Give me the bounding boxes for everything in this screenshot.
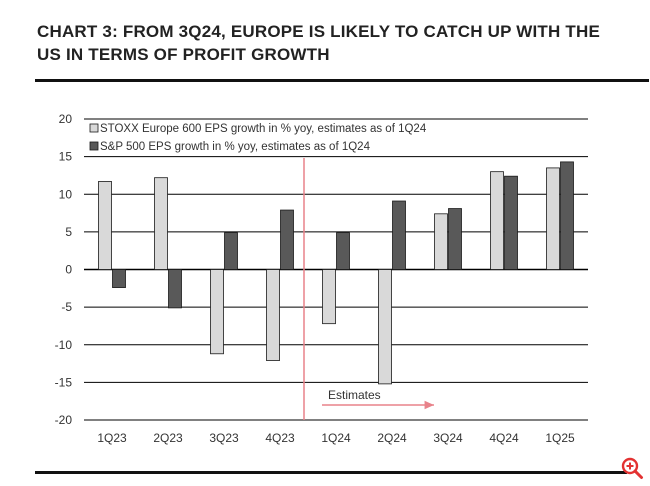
y-tick-label: -5 xyxy=(61,300,72,314)
x-tick-label: 3Q23 xyxy=(209,431,239,445)
x-tick-label: 1Q23 xyxy=(97,431,127,445)
x-tick-label: 2Q23 xyxy=(153,431,183,445)
zoom-in-icon[interactable] xyxy=(620,456,644,480)
bar-stoxx-1Q23 xyxy=(98,181,112,270)
x-tick-label: 4Q24 xyxy=(489,431,519,445)
x-tick-label: 3Q24 xyxy=(433,431,463,445)
y-tick-label: 15 xyxy=(59,150,73,164)
bottom-divider xyxy=(35,471,627,474)
bar-stoxx-4Q23 xyxy=(266,269,280,361)
bar-stoxx-3Q23 xyxy=(210,269,224,355)
y-tick-label: 0 xyxy=(65,263,72,277)
y-tick-label: 5 xyxy=(65,225,72,239)
bar-sp500-3Q23 xyxy=(224,232,238,270)
bar-stoxx-1Q25 xyxy=(546,167,560,270)
bar-stoxx-1Q24 xyxy=(322,269,336,325)
bar-stoxx-4Q24 xyxy=(490,171,504,270)
chart-title: CHART 3: FROM 3Q24, EUROPE IS LIKELY TO … xyxy=(37,22,601,64)
bar-sp500-1Q24 xyxy=(336,232,350,270)
y-tick-label: 20 xyxy=(59,112,73,126)
bar-sp500-2Q24 xyxy=(392,200,406,270)
bar-sp500-1Q23 xyxy=(112,269,126,288)
y-tick-label: -10 xyxy=(55,338,73,352)
x-tick-label: 2Q24 xyxy=(377,431,407,445)
bar-sp500-1Q25 xyxy=(560,161,574,270)
bar-stoxx-3Q24 xyxy=(434,213,448,270)
bar-sp500-4Q23 xyxy=(280,209,294,270)
bar-sp500-4Q24 xyxy=(504,175,518,270)
legend-swatch-sp500 xyxy=(89,141,99,151)
x-tick-label: 4Q23 xyxy=(265,431,295,445)
bar-stoxx-2Q24 xyxy=(378,269,392,385)
estimates-label: Estimates xyxy=(328,388,381,402)
y-tick-label: -15 xyxy=(55,375,73,389)
y-tick-label: -20 xyxy=(55,413,73,427)
bar-sp500-3Q24 xyxy=(448,208,462,270)
y-tick-label: 10 xyxy=(59,187,73,201)
legend-label-sp500: S&P 500 EPS growth in % yoy, estimates a… xyxy=(100,141,371,153)
top-divider xyxy=(35,79,649,82)
legend-label-stoxx: STOXX Europe 600 EPS growth in % yoy, es… xyxy=(100,123,427,135)
x-tick-label: 1Q25 xyxy=(545,431,575,445)
x-tick-label: 1Q24 xyxy=(321,431,351,445)
bar-sp500-2Q23 xyxy=(168,269,182,309)
legend-swatch-stoxx xyxy=(89,123,99,133)
bar-stoxx-2Q23 xyxy=(154,177,168,270)
